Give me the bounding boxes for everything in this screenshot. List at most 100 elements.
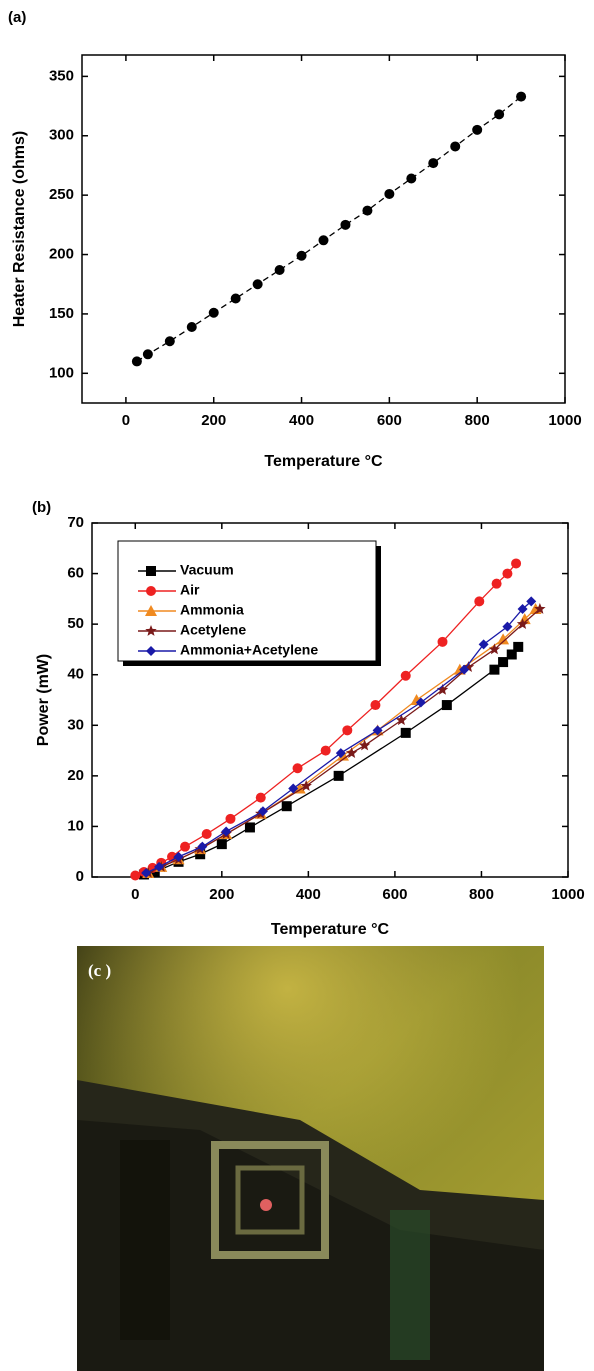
marker: [395, 714, 408, 726]
marker: [130, 870, 141, 881]
marker: [372, 725, 383, 736]
x-tick-label: 1000: [548, 412, 581, 429]
marker: [145, 625, 157, 636]
marker: [141, 867, 152, 878]
marker: [252, 279, 263, 290]
x-tick-label: 800: [469, 886, 494, 903]
marker: [333, 770, 344, 781]
marker: [498, 657, 509, 668]
x-tick-label: 200: [201, 412, 226, 429]
x-tick-label: 0: [122, 412, 130, 429]
marker: [274, 264, 285, 275]
marker: [406, 173, 417, 184]
x-tick-label: 0: [131, 886, 139, 903]
photo-label: (c ): [88, 961, 111, 980]
x-tick-label: 400: [289, 412, 314, 429]
marker: [478, 639, 489, 650]
x-axis-label: Temperature °C: [264, 453, 383, 470]
y-tick-label: 60: [67, 565, 84, 582]
panel-label: (b): [32, 499, 51, 516]
marker: [436, 683, 449, 695]
y-tick-label: 250: [49, 186, 74, 203]
legend-label: Ammonia+Acetylene: [180, 642, 318, 658]
marker: [358, 739, 371, 751]
y-tick-label: 20: [67, 767, 84, 784]
marker: [400, 670, 411, 681]
marker: [300, 779, 312, 791]
marker: [281, 801, 292, 812]
marker: [173, 851, 184, 862]
x-axis-label: Temperature °C: [271, 921, 390, 938]
marker: [502, 621, 513, 632]
marker: [225, 813, 236, 824]
marker: [335, 748, 346, 759]
marker: [462, 661, 475, 672]
marker: [384, 188, 395, 199]
marker: [472, 124, 483, 135]
marker: [201, 829, 212, 840]
marker: [459, 664, 470, 675]
legend-label: Air: [180, 582, 200, 598]
legend-label: Ammonia: [180, 602, 244, 618]
marker: [345, 747, 358, 758]
marker: [506, 649, 517, 660]
marker: [516, 91, 527, 102]
marker: [474, 596, 485, 607]
marker: [154, 861, 165, 872]
marker: [437, 636, 448, 647]
y-tick-label: 350: [49, 67, 74, 84]
x-tick-label: 600: [377, 412, 402, 429]
marker: [511, 558, 522, 569]
marker: [370, 700, 381, 711]
marker: [517, 603, 528, 614]
x-tick-label: 1000: [551, 886, 584, 903]
y-tick-label: 70: [67, 514, 84, 531]
legend-box: [117, 540, 377, 662]
x-tick-label: 400: [296, 886, 321, 903]
marker: [180, 841, 191, 852]
marker: [164, 336, 175, 347]
photo: (c ): [77, 946, 544, 1371]
marker: [216, 839, 227, 850]
y-axis-label: Power (mW): [35, 654, 52, 746]
panel-label: (a): [8, 9, 26, 26]
marker: [489, 664, 500, 675]
y-tick-label: 300: [49, 127, 74, 144]
x-tick-label: 600: [382, 886, 407, 903]
marker: [400, 727, 411, 738]
marker: [441, 700, 452, 711]
y-axis-label: Heater Resistance (ohms): [11, 131, 28, 328]
marker: [362, 205, 373, 216]
marker: [292, 763, 303, 774]
marker: [534, 602, 546, 614]
series-line: [136, 96, 522, 362]
marker: [502, 568, 513, 579]
marker: [257, 806, 268, 817]
marker: [488, 643, 501, 655]
y-tick-label: 10: [67, 817, 84, 834]
y-tick-label: 50: [67, 615, 84, 632]
marker: [221, 826, 232, 837]
marker: [342, 725, 353, 736]
marker: [208, 307, 219, 318]
x-tick-label: 800: [465, 412, 490, 429]
y-tick-label: 100: [49, 364, 74, 381]
marker: [494, 109, 505, 120]
marker: [146, 566, 156, 576]
marker: [450, 141, 461, 152]
y-tick-label: 40: [67, 666, 84, 683]
plot-frame: [81, 54, 566, 404]
marker: [513, 641, 524, 652]
x-tick-label: 200: [209, 886, 234, 903]
marker: [195, 849, 206, 860]
marker: [145, 605, 157, 616]
marker: [230, 293, 241, 304]
y-tick-label: 200: [49, 246, 74, 263]
y-tick-label: 0: [76, 868, 84, 885]
marker: [255, 792, 266, 803]
marker: [244, 822, 255, 833]
marker: [516, 618, 529, 629]
legend-label: Vacuum: [180, 562, 234, 578]
marker: [288, 783, 299, 794]
